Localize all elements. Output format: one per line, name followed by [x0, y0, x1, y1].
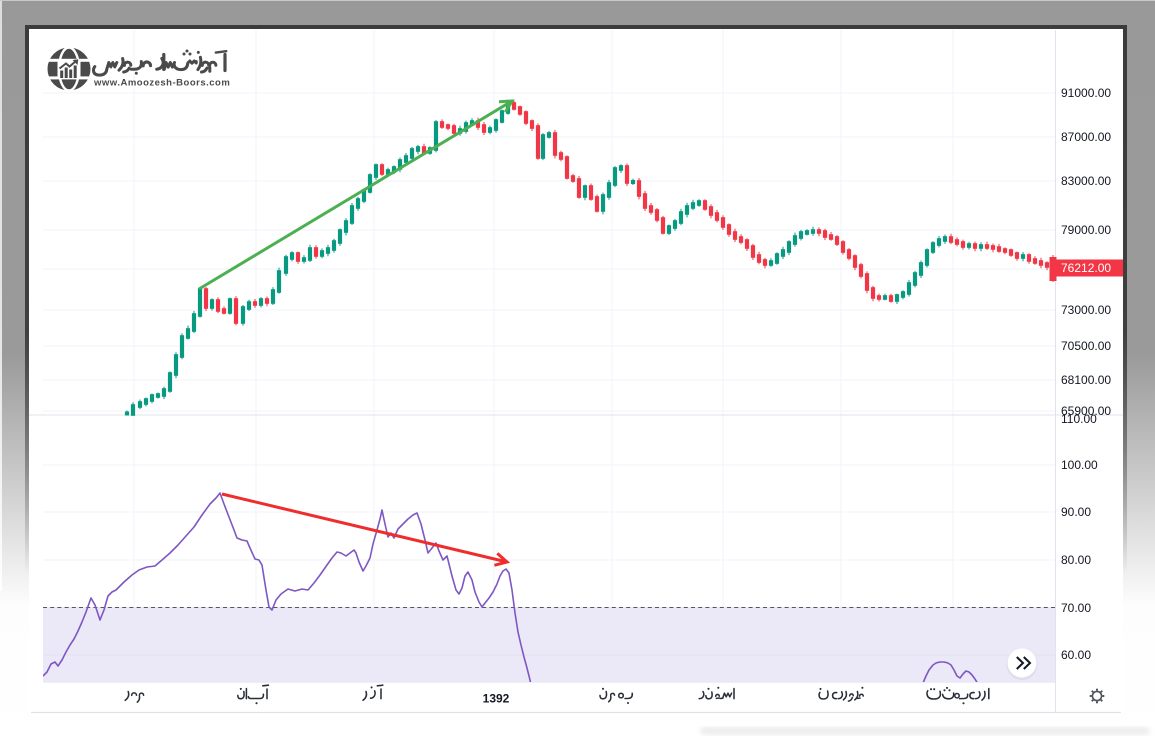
svg-text:70.00: 70.00 — [1061, 601, 1091, 615]
svg-text:65900.00: 65900.00 — [1061, 404, 1111, 418]
svg-text:80.00: 80.00 — [1061, 553, 1091, 567]
svg-text:www.Amoozesh-Boors.com: www.Amoozesh-Boors.com — [93, 78, 230, 89]
svg-text:100.00: 100.00 — [1061, 458, 1098, 472]
svg-text:60.00: 60.00 — [1061, 648, 1091, 662]
svg-text:73000.00: 73000.00 — [1061, 303, 1111, 317]
svg-text:87000.00: 87000.00 — [1061, 130, 1111, 144]
svg-text:91000.00: 91000.00 — [1061, 86, 1111, 100]
svg-text:83000.00: 83000.00 — [1061, 174, 1111, 188]
svg-text:70500.00: 70500.00 — [1061, 339, 1111, 353]
svg-text:76212.00: 76212.00 — [1061, 261, 1111, 275]
svg-text:79000.00: 79000.00 — [1061, 223, 1111, 237]
svg-text:110.00: 110.00 — [1061, 412, 1097, 426]
svg-text:68100.00: 68100.00 — [1061, 373, 1111, 387]
svg-text:90.00: 90.00 — [1061, 505, 1091, 519]
svg-text:1392: 1392 — [483, 692, 510, 706]
